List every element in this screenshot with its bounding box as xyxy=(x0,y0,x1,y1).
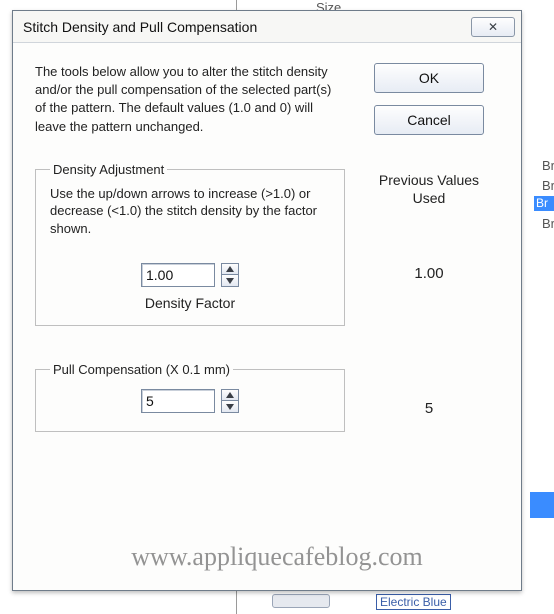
intro-text: The tools below allow you to alter the s… xyxy=(35,63,343,136)
chevron-down-icon xyxy=(226,404,234,410)
previous-pull-value: 5 xyxy=(425,400,433,417)
previous-values-heading: Previous Values Used xyxy=(379,171,479,207)
pull-group: Pull Compensation (X 0.1 mm) xyxy=(35,362,345,432)
close-button[interactable]: ✕ xyxy=(471,17,515,37)
chevron-down-icon xyxy=(226,278,234,284)
close-icon: ✕ xyxy=(488,20,498,34)
bg-color-button xyxy=(272,594,330,608)
dialog-title: Stitch Density and Pull Compensation xyxy=(23,19,471,35)
prev-heading-line1: Previous Values xyxy=(379,172,479,188)
bg-color-label: Electric Blue xyxy=(376,594,451,610)
density-help-text: Use the up/down arrows to increase (>1.0… xyxy=(50,185,320,238)
chevron-up-icon xyxy=(226,266,234,272)
pull-legend: Pull Compensation (X 0.1 mm) xyxy=(50,362,233,377)
density-spinner xyxy=(221,263,239,287)
density-input[interactable] xyxy=(141,263,215,287)
pull-step-down[interactable] xyxy=(221,401,239,413)
ok-button[interactable]: OK xyxy=(374,63,484,93)
dialog-stitch-density: Stitch Density and Pull Compensation ✕ T… xyxy=(12,10,522,591)
chevron-up-icon xyxy=(226,392,234,398)
density-factor-label: Density Factor xyxy=(50,295,330,311)
cancel-button[interactable]: Cancel xyxy=(374,105,484,135)
pull-spinner xyxy=(221,389,239,413)
prev-heading-line2: Used xyxy=(413,190,446,206)
pull-step-up[interactable] xyxy=(221,389,239,401)
previous-density-value: 1.00 xyxy=(414,265,443,282)
density-step-up[interactable] xyxy=(221,263,239,275)
bg-row-text-4: Br xyxy=(542,216,554,231)
bg-row-text-1: Br xyxy=(542,158,554,173)
pull-input[interactable] xyxy=(141,389,215,413)
bg-selected-row: Br xyxy=(534,196,554,211)
bg-selected-swatch xyxy=(530,492,554,518)
density-legend: Density Adjustment xyxy=(50,162,167,177)
density-step-down[interactable] xyxy=(221,275,239,287)
bg-row-text-2: Br xyxy=(542,178,554,193)
density-group: Density Adjustment Use the up/down arrow… xyxy=(35,162,345,327)
titlebar: Stitch Density and Pull Compensation ✕ xyxy=(13,11,521,43)
